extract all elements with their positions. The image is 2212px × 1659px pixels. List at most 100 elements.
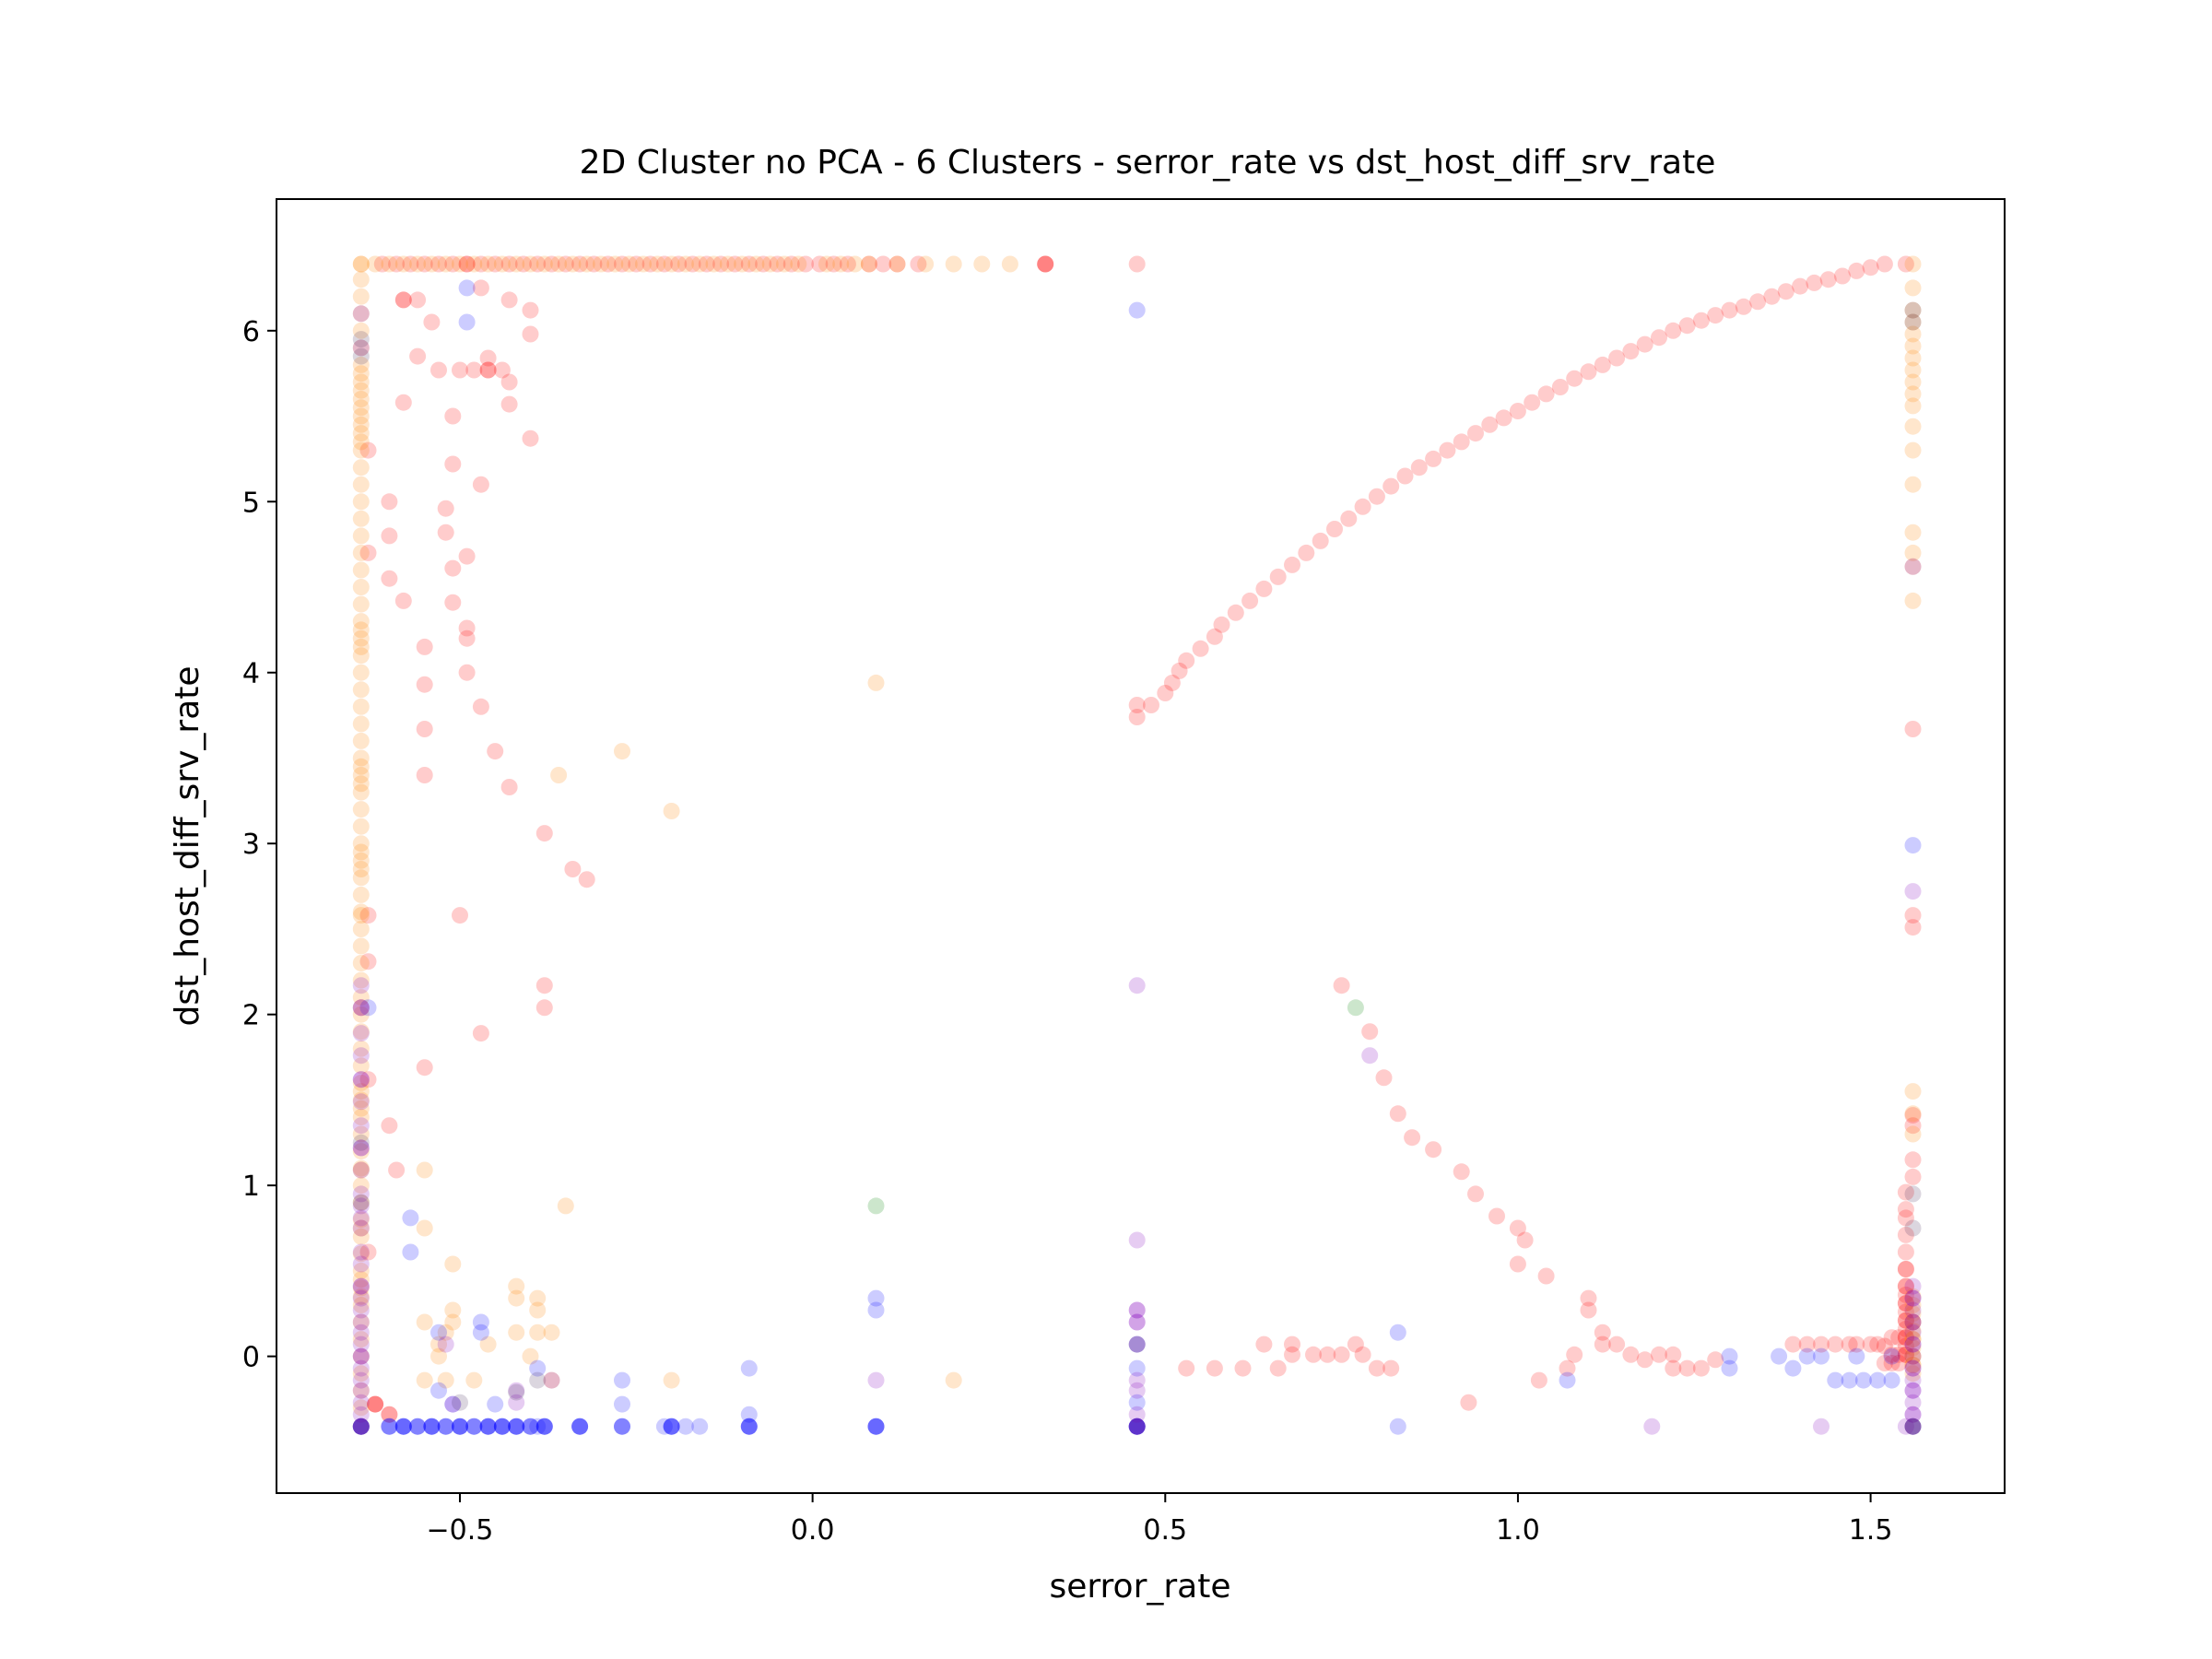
- data-point: [522, 1418, 539, 1435]
- data-point: [1904, 361, 1922, 379]
- data-point: [1128, 1418, 1146, 1435]
- data-point: [1241, 592, 1259, 609]
- data-point: [1001, 255, 1018, 273]
- data-point: [1749, 293, 1767, 311]
- data-point: [1777, 283, 1794, 300]
- data-point: [1904, 592, 1922, 609]
- data-point: [493, 361, 511, 379]
- data-point: [1904, 301, 1922, 319]
- data-point: [409, 291, 427, 309]
- plot-frame: [276, 198, 2006, 1494]
- data-point: [381, 1117, 398, 1135]
- data-point: [811, 255, 829, 273]
- data-point: [1904, 1359, 1922, 1377]
- data-point: [1883, 1347, 1900, 1365]
- data-point: [437, 255, 454, 273]
- data-point: [1904, 1288, 1922, 1305]
- data-point: [352, 955, 370, 971]
- data-point: [373, 255, 391, 273]
- data-point: [1467, 425, 1484, 442]
- data-point: [1396, 467, 1414, 485]
- data-point: [945, 1371, 962, 1389]
- data-point: [444, 255, 462, 273]
- data-point: [1854, 1371, 1872, 1389]
- data-point: [444, 1395, 462, 1413]
- data-point: [352, 347, 370, 365]
- data-point: [1530, 1371, 1547, 1389]
- data-point: [493, 1418, 511, 1435]
- data-point: [1128, 977, 1146, 994]
- data-point: [1813, 1418, 1830, 1435]
- data-point: [535, 999, 553, 1017]
- data-point: [423, 313, 441, 331]
- data-point: [1834, 267, 1851, 285]
- data-point: [352, 869, 370, 887]
- data-point: [1128, 1335, 1146, 1353]
- data-point: [1904, 524, 1922, 541]
- data-point: [1904, 1117, 1922, 1135]
- data-point: [1128, 709, 1146, 725]
- data-point: [359, 999, 377, 1017]
- data-point: [1904, 1219, 1922, 1237]
- data-point: [402, 1243, 419, 1261]
- data-point: [352, 852, 370, 869]
- data-point: [1897, 1346, 1914, 1363]
- data-point: [698, 255, 715, 273]
- data-point: [614, 1371, 630, 1389]
- data-point: [479, 361, 497, 379]
- data-point: [1128, 697, 1146, 713]
- data-point: [1904, 1347, 1922, 1365]
- data-point: [1904, 301, 1922, 319]
- data-point: [1319, 1346, 1336, 1363]
- data-point: [1594, 356, 1611, 373]
- y-axis-label: dst_host_diff_srv_rate: [169, 665, 206, 1026]
- data-point: [479, 1418, 497, 1435]
- data-point: [430, 1347, 447, 1365]
- x-tick-label: 0.0: [791, 1514, 835, 1547]
- data-point: [352, 681, 370, 699]
- data-point: [352, 1359, 370, 1377]
- data-point: [479, 1418, 497, 1435]
- data-point: [465, 361, 483, 379]
- data-point: [1157, 685, 1174, 701]
- data-point: [352, 561, 370, 579]
- data-point: [1904, 337, 1922, 355]
- data-point: [465, 1418, 483, 1435]
- data-point: [367, 255, 384, 273]
- data-point: [1255, 580, 1273, 597]
- data-point: [352, 356, 370, 373]
- data-point: [677, 1418, 694, 1435]
- data-point: [1460, 1394, 1477, 1411]
- data-point: [1509, 403, 1526, 419]
- data-point: [352, 1159, 370, 1177]
- data-point: [381, 493, 398, 511]
- x-axis: −0.5 0.0 0.5 1.0 1.5: [427, 1493, 1892, 1547]
- data-point: [1128, 301, 1146, 319]
- data-point: [1305, 1346, 1322, 1363]
- data-point: [1904, 1125, 1922, 1143]
- data-point: [1128, 1418, 1146, 1435]
- data-point: [352, 1006, 370, 1023]
- data-point: [1890, 1346, 1908, 1363]
- data-point: [508, 1418, 525, 1435]
- data-point: [1227, 604, 1244, 621]
- data-point: [888, 255, 906, 273]
- data-point: [614, 1418, 630, 1435]
- data-point: [1904, 544, 1922, 561]
- data-point: [614, 1395, 630, 1413]
- data-point: [1813, 1347, 1830, 1365]
- data-point: [522, 1418, 539, 1435]
- data-point: [1206, 628, 1223, 645]
- data-point: [352, 1347, 370, 1365]
- data-point: [352, 1071, 370, 1088]
- data-point: [493, 1418, 511, 1435]
- data-point: [381, 1418, 398, 1435]
- data-point: [571, 1418, 589, 1435]
- data-point: [1404, 1129, 1421, 1147]
- data-point: [423, 1418, 441, 1435]
- data-point: [1178, 652, 1195, 669]
- data-point: [1883, 1329, 1900, 1347]
- data-point: [352, 1394, 370, 1411]
